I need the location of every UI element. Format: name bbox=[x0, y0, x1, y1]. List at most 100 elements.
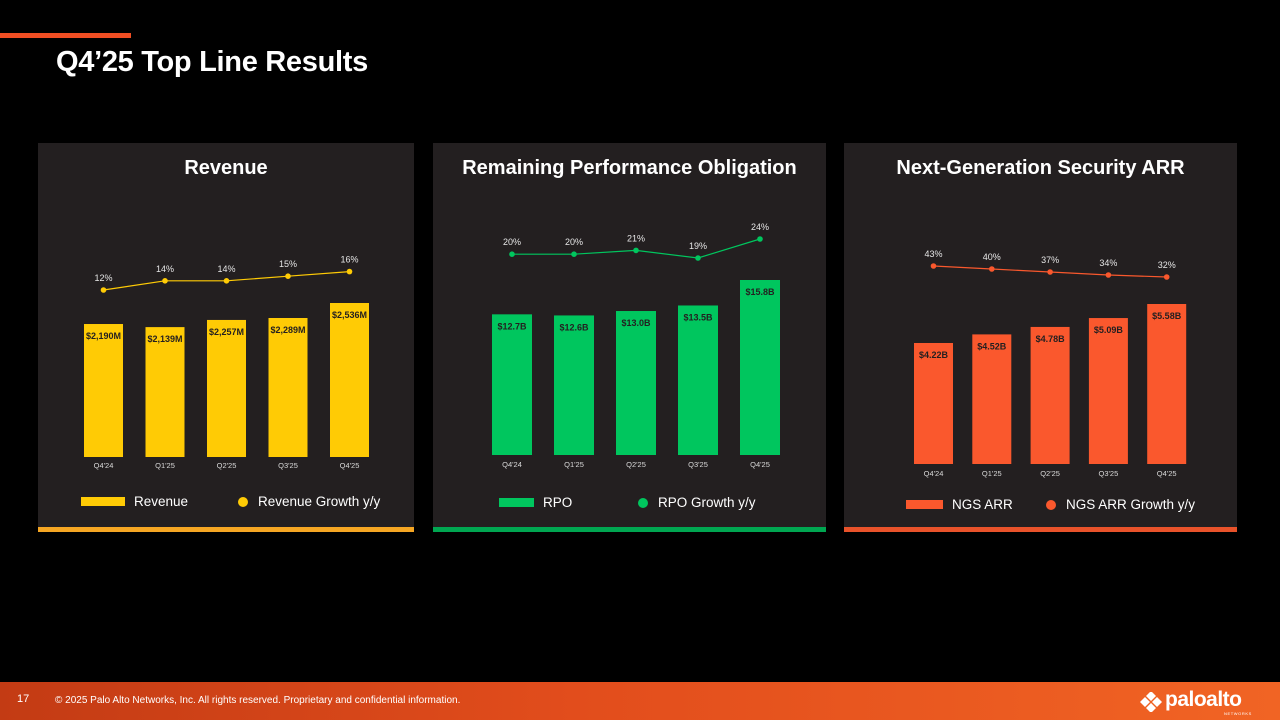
bar-value-label: $4.78B bbox=[1036, 334, 1066, 344]
growth-point-2 bbox=[571, 251, 577, 257]
growth-point-2 bbox=[162, 278, 168, 284]
growth-point-1 bbox=[930, 263, 937, 269]
bar-5 bbox=[330, 303, 369, 457]
growth-point-5 bbox=[346, 268, 353, 275]
bar-value-label: $2,536M bbox=[332, 310, 367, 320]
bar-3 bbox=[1030, 326, 1070, 464]
legend-growth-label: Revenue Growth y/y bbox=[258, 494, 381, 509]
growth-value-label: 16% bbox=[340, 255, 358, 265]
legend-bar-swatch bbox=[499, 498, 534, 507]
legend-bar-swatch bbox=[906, 500, 943, 509]
slide-title: Q4’25 Top Line Results bbox=[56, 46, 368, 78]
growth-point-3 bbox=[223, 278, 230, 284]
rpo-chart-panel: Remaining Performance Obligation $12.7B $… bbox=[433, 143, 826, 532]
legend-growth-swatch bbox=[238, 497, 248, 507]
rpo-panel-stripe bbox=[433, 527, 826, 532]
bar-value-label: $5.58B bbox=[1152, 311, 1182, 321]
growth-point-2 bbox=[989, 266, 995, 272]
growth-point-3 bbox=[633, 247, 639, 254]
growth-value-label: 32% bbox=[1158, 260, 1176, 270]
revenue-chart-title: Revenue bbox=[184, 157, 268, 179]
category-tick-label: Q3'25 bbox=[1099, 469, 1119, 478]
growth-value-label: 40% bbox=[983, 252, 1001, 262]
revenue-panel-stripe bbox=[38, 527, 414, 532]
growth-point-4 bbox=[285, 273, 291, 279]
growth-point-4 bbox=[695, 255, 701, 261]
category-tick-label: Q4'24 bbox=[924, 469, 944, 478]
bar-5 bbox=[1147, 304, 1187, 464]
bar-3 bbox=[207, 319, 246, 457]
bar-1 bbox=[914, 342, 953, 464]
growth-point-4 bbox=[1105, 272, 1112, 278]
category-tick-label: Q4'25 bbox=[1157, 469, 1177, 478]
legend-bar-label: RPO bbox=[543, 495, 572, 510]
legend-growth-swatch bbox=[638, 498, 648, 508]
growth-value-label: 15% bbox=[279, 259, 297, 269]
page-number: 17 bbox=[17, 693, 30, 705]
bar-1 bbox=[492, 314, 532, 455]
ngs-arr-chart-title: Next-Generation Security ARR bbox=[896, 157, 1185, 179]
ngs-arr-chart: $4.22B $4.52B $4.78B $5.09B $5.58B 43% 40% 37% 3… bbox=[906, 249, 1195, 512]
category-tick-label: Q1'25 bbox=[564, 460, 584, 469]
bar-4 bbox=[268, 317, 308, 457]
bar-2 bbox=[972, 334, 1012, 464]
rpo-chart: $12.7B $12.6B $13.0B $13.5B $15.8B 20% 20% 21% 1… bbox=[492, 222, 780, 510]
bar-2 bbox=[145, 327, 185, 457]
bar-1 bbox=[84, 324, 123, 457]
bar-value-label: $2,139M bbox=[147, 334, 182, 344]
category-tick-label: Q1'25 bbox=[155, 461, 175, 470]
bar-value-label: $4.52B bbox=[977, 341, 1007, 351]
bar-3 bbox=[616, 311, 656, 455]
ngs-arr-panel-stripe bbox=[844, 527, 1237, 532]
category-tick-label: Q4'25 bbox=[750, 460, 770, 469]
footer-bar: 17 © 2025 Palo Alto Networks, Inc. All r… bbox=[0, 682, 1280, 720]
palo-alto-logo: paloalto NETWORKS bbox=[1140, 688, 1260, 716]
ngs-arr-chart-panel: Next-Generation Security ARR $4.22B $4.52… bbox=[844, 143, 1237, 532]
bar-value-label: $2,190M bbox=[86, 331, 121, 341]
category-tick-label: Q3'25 bbox=[278, 461, 298, 470]
category-tick-label: Q2'25 bbox=[1040, 469, 1060, 478]
logo-subtext: NETWORKS bbox=[1224, 711, 1252, 716]
growth-value-label: 43% bbox=[924, 249, 942, 259]
category-tick-label: Q2'25 bbox=[626, 460, 646, 469]
growth-value-label: 14% bbox=[156, 264, 174, 274]
category-tick-label: Q4'25 bbox=[340, 461, 360, 470]
legend-growth-label: RPO Growth y/y bbox=[658, 495, 756, 510]
category-tick-label: Q3'25 bbox=[688, 460, 708, 469]
legend-growth-label: NGS ARR Growth y/y bbox=[1066, 497, 1195, 512]
growth-value-label: 20% bbox=[565, 237, 583, 247]
growth-value-label: 12% bbox=[94, 273, 112, 283]
title-accent-line bbox=[0, 33, 131, 38]
category-tick-label: Q4'24 bbox=[502, 460, 522, 469]
legend-bar-swatch bbox=[81, 497, 125, 506]
growth-value-label: 19% bbox=[689, 241, 707, 251]
bar-4 bbox=[1088, 318, 1128, 464]
category-tick-label: Q1'25 bbox=[982, 469, 1002, 478]
growth-value-label: 14% bbox=[217, 264, 235, 274]
growth-point-3 bbox=[1047, 269, 1053, 275]
palo-alto-logo-mark-icon bbox=[1140, 692, 1162, 712]
bar-value-label: $12.7B bbox=[497, 321, 527, 331]
growth-point-1 bbox=[509, 251, 515, 257]
growth-point-5 bbox=[1163, 274, 1170, 280]
growth-value-label: 34% bbox=[1099, 258, 1117, 268]
growth-point-1 bbox=[100, 287, 107, 293]
bar-value-label: $13.0B bbox=[621, 318, 651, 328]
bar-4 bbox=[678, 305, 718, 455]
growth-point-5 bbox=[757, 236, 763, 242]
growth-value-label: 37% bbox=[1041, 255, 1059, 265]
bar-value-label: $2,257M bbox=[209, 327, 244, 337]
revenue-chart: $2,190M $2,139M $2,257M $2,289M $2,536M 12% 14… bbox=[81, 255, 381, 509]
category-tick-label: Q2'25 bbox=[217, 461, 237, 470]
growth-value-label: 24% bbox=[751, 222, 769, 232]
bar-value-label: $4.22B bbox=[919, 350, 949, 360]
bar-2 bbox=[554, 315, 594, 455]
legend-growth-swatch bbox=[1046, 500, 1056, 510]
logo-wordmark: paloalto bbox=[1165, 688, 1242, 711]
bar-value-label: $15.8B bbox=[745, 287, 775, 297]
revenue-chart-panel: Revenue $2,190M $2,139M $2,257M $2,289M $2,5… bbox=[38, 143, 414, 532]
bar-value-label: $5.09B bbox=[1094, 325, 1124, 335]
copyright-text: © 2025 Palo Alto Networks, Inc. All righ… bbox=[55, 695, 461, 706]
bar-value-label: $13.5B bbox=[683, 312, 713, 322]
legend-bar-label: NGS ARR bbox=[952, 497, 1013, 512]
